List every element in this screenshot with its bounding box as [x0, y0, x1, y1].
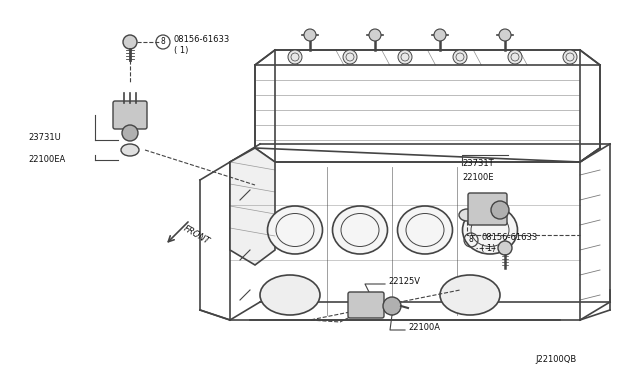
Ellipse shape: [440, 275, 500, 315]
Ellipse shape: [260, 275, 320, 315]
Text: 08156-61633: 08156-61633: [481, 234, 537, 243]
Text: 22100E: 22100E: [462, 173, 493, 183]
Text: 08156-61633: 08156-61633: [174, 35, 230, 45]
Ellipse shape: [333, 206, 387, 254]
Circle shape: [434, 29, 446, 41]
Circle shape: [508, 50, 522, 64]
Circle shape: [123, 35, 137, 49]
Circle shape: [369, 29, 381, 41]
Circle shape: [398, 50, 412, 64]
Text: FRONT: FRONT: [182, 224, 211, 246]
Text: 23731T: 23731T: [462, 158, 493, 167]
Text: 22100EA: 22100EA: [28, 155, 65, 164]
Ellipse shape: [121, 144, 139, 156]
Text: 8: 8: [468, 235, 474, 244]
Ellipse shape: [459, 209, 475, 221]
FancyBboxPatch shape: [468, 193, 507, 225]
Text: ( 1): ( 1): [481, 244, 495, 253]
Circle shape: [563, 50, 577, 64]
FancyBboxPatch shape: [348, 292, 384, 318]
Text: J22100QB: J22100QB: [535, 356, 576, 365]
Text: 22125V: 22125V: [388, 278, 420, 286]
Ellipse shape: [268, 206, 323, 254]
Polygon shape: [230, 148, 275, 265]
FancyBboxPatch shape: [113, 101, 147, 129]
Circle shape: [499, 29, 511, 41]
Text: 22100A: 22100A: [408, 324, 440, 333]
Ellipse shape: [397, 206, 452, 254]
Circle shape: [288, 50, 302, 64]
Circle shape: [498, 241, 512, 255]
Ellipse shape: [463, 206, 518, 254]
Circle shape: [453, 50, 467, 64]
Circle shape: [304, 29, 316, 41]
Circle shape: [122, 125, 138, 141]
Circle shape: [491, 201, 509, 219]
Circle shape: [383, 297, 401, 315]
Circle shape: [343, 50, 357, 64]
Text: 8: 8: [161, 38, 165, 46]
Text: 23731U: 23731U: [28, 134, 61, 142]
Text: ( 1): ( 1): [174, 45, 188, 55]
